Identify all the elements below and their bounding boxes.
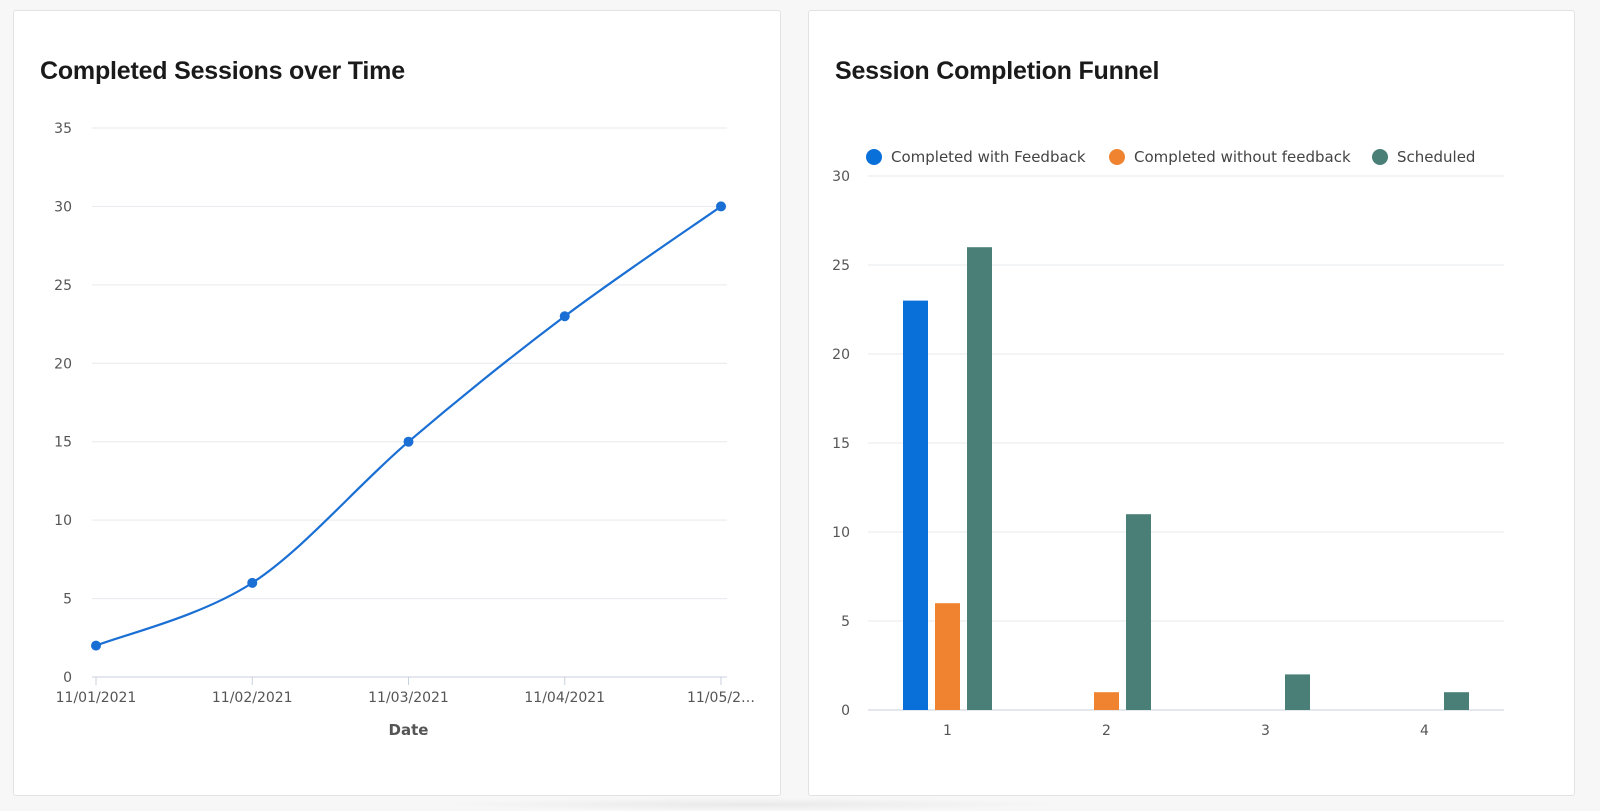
- bar-y-tick-label: 5: [841, 614, 850, 630]
- line-chart-title: Completed Sessions over Time: [40, 57, 405, 85]
- bar-scheduled[interactable]: [1126, 514, 1151, 710]
- session-funnel-card: Session Completion Funnel Completed with…: [808, 10, 1575, 796]
- bar-completed-without-feedback[interactable]: [1094, 692, 1119, 710]
- line-y-tick-label: 25: [54, 278, 72, 294]
- line-x-tick-label: 11/05/2…: [687, 690, 755, 706]
- line-data-point[interactable]: [559, 311, 570, 322]
- completed-sessions-series-line: [95, 205, 722, 647]
- bar-y-tick-label: 25: [832, 258, 850, 274]
- session-funnel-bar-chart: 0 5 10 15 20 25 30 1 2 3 4: [832, 169, 1504, 739]
- bar-y-tick-label: 15: [832, 436, 850, 452]
- line-y-tick-label: 5: [63, 592, 72, 608]
- line-y-tick-label: 15: [54, 435, 72, 451]
- line-x-tick-label: 11/04/2021: [524, 690, 605, 706]
- bar-scheduled[interactable]: [1285, 674, 1310, 710]
- line-y-tick-label: 30: [54, 199, 72, 215]
- completed-sessions-line-chart: 0 5 10 15 20 25 30 35 11/01/2021 11/02/2021 11/03/…: [54, 121, 755, 739]
- legend-item-completed-without-feedback[interactable]: Completed without feedback: [1109, 148, 1351, 166]
- bar-y-tick-label: 0: [841, 703, 850, 719]
- legend-dot-completed-without-feedback-icon: [1109, 149, 1125, 165]
- line-x-tick-label: 11/03/2021: [368, 690, 449, 706]
- bar-completed-without-feedback[interactable]: [935, 603, 960, 710]
- legend-label: Completed with Feedback: [891, 148, 1086, 166]
- bar-x-tick-label: 4: [1420, 723, 1429, 739]
- bar-y-tick-label: 20: [832, 347, 850, 363]
- line-data-point[interactable]: [716, 201, 726, 212]
- line-data-point[interactable]: [247, 577, 258, 588]
- line-y-tick-label: 10: [54, 513, 72, 529]
- bar-scheduled[interactable]: [967, 247, 992, 710]
- bar-x-tick-label: 3: [1261, 723, 1270, 739]
- legend-label: Completed without feedback: [1134, 148, 1351, 166]
- line-x-axis-label: Date: [389, 721, 429, 739]
- bar-chart-title: Session Completion Funnel: [835, 57, 1160, 85]
- bar-y-tick-label: 10: [832, 525, 850, 541]
- bar-scheduled[interactable]: [1444, 692, 1469, 710]
- legend-dot-scheduled-icon: [1372, 149, 1388, 165]
- completed-sessions-card: Completed Sessions over Time 0 5 10 15 20 25 3…: [13, 10, 781, 796]
- legend-label: Scheduled: [1397, 148, 1476, 166]
- line-y-tick-label: 0: [63, 670, 72, 686]
- bar-y-tick-label: 30: [832, 169, 850, 185]
- legend-item-completed-with-feedback[interactable]: Completed with Feedback: [866, 148, 1086, 166]
- line-y-tick-label: 20: [54, 356, 72, 372]
- bar-completed-with-feedback[interactable]: [903, 300, 928, 710]
- line-data-point[interactable]: [403, 436, 414, 447]
- legend-dot-completed-with-feedback-icon: [866, 149, 882, 165]
- line-y-tick-label: 35: [54, 121, 72, 137]
- bottom-shadow: [440, 798, 1060, 811]
- line-x-tick-label: 11/01/2021: [56, 690, 137, 706]
- line-data-point[interactable]: [91, 640, 101, 651]
- bar-x-tick-label: 2: [1102, 723, 1111, 739]
- legend-item-scheduled[interactable]: Scheduled: [1372, 148, 1475, 166]
- line-x-tick-label: 11/02/2021: [212, 690, 293, 706]
- bar-x-tick-label: 1: [943, 723, 952, 739]
